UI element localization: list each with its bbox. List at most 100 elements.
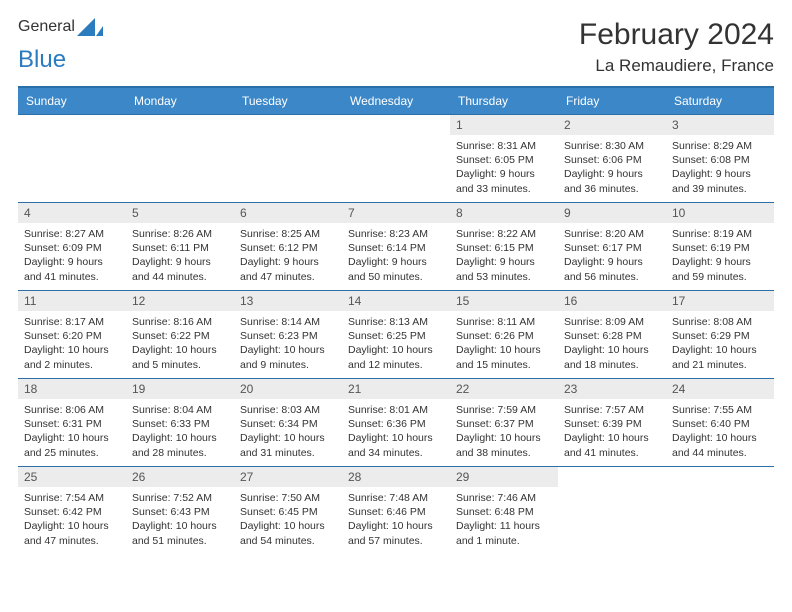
day-header: Monday — [126, 88, 234, 115]
day-details: Sunrise: 8:26 AMSunset: 6:11 PMDaylight:… — [126, 223, 234, 290]
calendar-day-cell: 17Sunrise: 8:08 AMSunset: 6:29 PMDayligh… — [666, 291, 774, 379]
day-details: Sunrise: 8:19 AMSunset: 6:19 PMDaylight:… — [666, 223, 774, 290]
calendar-day-cell: 29Sunrise: 7:46 AMSunset: 6:48 PMDayligh… — [450, 467, 558, 555]
calendar-day-cell: 13Sunrise: 8:14 AMSunset: 6:23 PMDayligh… — [234, 291, 342, 379]
day-number: 4 — [18, 203, 126, 223]
calendar-day-cell: 26Sunrise: 7:52 AMSunset: 6:43 PMDayligh… — [126, 467, 234, 555]
calendar-body: 1Sunrise: 8:31 AMSunset: 6:05 PMDaylight… — [18, 115, 774, 555]
day-number: 18 — [18, 379, 126, 399]
calendar-day-cell: 6Sunrise: 8:25 AMSunset: 6:12 PMDaylight… — [234, 203, 342, 291]
calendar-day-cell: 24Sunrise: 7:55 AMSunset: 6:40 PMDayligh… — [666, 379, 774, 467]
day-details: Sunrise: 8:16 AMSunset: 6:22 PMDaylight:… — [126, 311, 234, 378]
calendar-empty-cell — [342, 115, 450, 203]
day-details: Sunrise: 8:09 AMSunset: 6:28 PMDaylight:… — [558, 311, 666, 378]
day-details: Sunrise: 8:27 AMSunset: 6:09 PMDaylight:… — [18, 223, 126, 290]
day-header-row: SundayMondayTuesdayWednesdayThursdayFrid… — [18, 88, 774, 115]
day-number: 5 — [126, 203, 234, 223]
day-number: 8 — [450, 203, 558, 223]
day-details: Sunrise: 8:31 AMSunset: 6:05 PMDaylight:… — [450, 135, 558, 202]
calendar-table: SundayMondayTuesdayWednesdayThursdayFrid… — [18, 88, 774, 555]
day-header: Friday — [558, 88, 666, 115]
calendar-empty-cell — [234, 115, 342, 203]
calendar-day-cell: 16Sunrise: 8:09 AMSunset: 6:28 PMDayligh… — [558, 291, 666, 379]
calendar-day-cell: 9Sunrise: 8:20 AMSunset: 6:17 PMDaylight… — [558, 203, 666, 291]
logo: General — [18, 18, 105, 36]
day-number: 3 — [666, 115, 774, 135]
day-number: 23 — [558, 379, 666, 399]
calendar-day-cell: 11Sunrise: 8:17 AMSunset: 6:20 PMDayligh… — [18, 291, 126, 379]
location-subtitle: La Remaudiere, France — [579, 56, 774, 76]
day-number: 1 — [450, 115, 558, 135]
day-number: 15 — [450, 291, 558, 311]
day-details: Sunrise: 7:55 AMSunset: 6:40 PMDaylight:… — [666, 399, 774, 466]
day-number: 27 — [234, 467, 342, 487]
calendar-day-cell: 8Sunrise: 8:22 AMSunset: 6:15 PMDaylight… — [450, 203, 558, 291]
day-header: Sunday — [18, 88, 126, 115]
calendar-day-cell: 18Sunrise: 8:06 AMSunset: 6:31 PMDayligh… — [18, 379, 126, 467]
calendar-day-cell: 28Sunrise: 7:48 AMSunset: 6:46 PMDayligh… — [342, 467, 450, 555]
calendar-day-cell: 15Sunrise: 8:11 AMSunset: 6:26 PMDayligh… — [450, 291, 558, 379]
day-number: 29 — [450, 467, 558, 487]
logo-text-blue: Blue — [18, 46, 66, 73]
day-number: 28 — [342, 467, 450, 487]
day-details: Sunrise: 8:01 AMSunset: 6:36 PMDaylight:… — [342, 399, 450, 466]
calendar-day-cell: 2Sunrise: 8:30 AMSunset: 6:06 PMDaylight… — [558, 115, 666, 203]
day-number: 21 — [342, 379, 450, 399]
calendar-day-cell: 14Sunrise: 8:13 AMSunset: 6:25 PMDayligh… — [342, 291, 450, 379]
calendar-week-row: 11Sunrise: 8:17 AMSunset: 6:20 PMDayligh… — [18, 291, 774, 379]
calendar-day-cell: 7Sunrise: 8:23 AMSunset: 6:14 PMDaylight… — [342, 203, 450, 291]
day-number: 14 — [342, 291, 450, 311]
day-number: 12 — [126, 291, 234, 311]
calendar-week-row: 18Sunrise: 8:06 AMSunset: 6:31 PMDayligh… — [18, 379, 774, 467]
calendar-day-cell: 21Sunrise: 8:01 AMSunset: 6:36 PMDayligh… — [342, 379, 450, 467]
day-details: Sunrise: 7:52 AMSunset: 6:43 PMDaylight:… — [126, 487, 234, 554]
calendar-empty-cell — [18, 115, 126, 203]
page-header: General February 2024 La Remaudiere, Fra… — [18, 18, 774, 76]
calendar-day-cell: 27Sunrise: 7:50 AMSunset: 6:45 PMDayligh… — [234, 467, 342, 555]
calendar-day-cell: 23Sunrise: 7:57 AMSunset: 6:39 PMDayligh… — [558, 379, 666, 467]
calendar-day-cell: 4Sunrise: 8:27 AMSunset: 6:09 PMDaylight… — [18, 203, 126, 291]
day-details: Sunrise: 8:13 AMSunset: 6:25 PMDaylight:… — [342, 311, 450, 378]
calendar-empty-cell — [558, 467, 666, 555]
calendar-week-row: 4Sunrise: 8:27 AMSunset: 6:09 PMDaylight… — [18, 203, 774, 291]
day-number: 6 — [234, 203, 342, 223]
day-number: 17 — [666, 291, 774, 311]
day-header: Thursday — [450, 88, 558, 115]
logo-text-general: General — [18, 18, 75, 36]
day-number: 2 — [558, 115, 666, 135]
day-details: Sunrise: 8:25 AMSunset: 6:12 PMDaylight:… — [234, 223, 342, 290]
calendar-empty-cell — [666, 467, 774, 555]
calendar-day-cell: 20Sunrise: 8:03 AMSunset: 6:34 PMDayligh… — [234, 379, 342, 467]
day-details: Sunrise: 7:57 AMSunset: 6:39 PMDaylight:… — [558, 399, 666, 466]
day-details: Sunrise: 8:29 AMSunset: 6:08 PMDaylight:… — [666, 135, 774, 202]
day-details: Sunrise: 8:08 AMSunset: 6:29 PMDaylight:… — [666, 311, 774, 378]
day-number: 24 — [666, 379, 774, 399]
day-details: Sunrise: 8:22 AMSunset: 6:15 PMDaylight:… — [450, 223, 558, 290]
day-number: 16 — [558, 291, 666, 311]
day-number: 13 — [234, 291, 342, 311]
day-details: Sunrise: 7:54 AMSunset: 6:42 PMDaylight:… — [18, 487, 126, 554]
calendar-day-cell: 22Sunrise: 7:59 AMSunset: 6:37 PMDayligh… — [450, 379, 558, 467]
day-details: Sunrise: 7:48 AMSunset: 6:46 PMDaylight:… — [342, 487, 450, 554]
day-details: Sunrise: 8:06 AMSunset: 6:31 PMDaylight:… — [18, 399, 126, 466]
day-details: Sunrise: 8:20 AMSunset: 6:17 PMDaylight:… — [558, 223, 666, 290]
day-details: Sunrise: 8:03 AMSunset: 6:34 PMDaylight:… — [234, 399, 342, 466]
day-number: 25 — [18, 467, 126, 487]
day-number: 19 — [126, 379, 234, 399]
calendar-day-cell: 1Sunrise: 8:31 AMSunset: 6:05 PMDaylight… — [450, 115, 558, 203]
calendar-head: SundayMondayTuesdayWednesdayThursdayFrid… — [18, 88, 774, 115]
day-details: Sunrise: 7:46 AMSunset: 6:48 PMDaylight:… — [450, 487, 558, 554]
day-header: Wednesday — [342, 88, 450, 115]
day-details: Sunrise: 8:23 AMSunset: 6:14 PMDaylight:… — [342, 223, 450, 290]
day-header: Tuesday — [234, 88, 342, 115]
logo-triangle-icon — [77, 18, 103, 36]
calendar-day-cell: 25Sunrise: 7:54 AMSunset: 6:42 PMDayligh… — [18, 467, 126, 555]
day-number: 9 — [558, 203, 666, 223]
day-details: Sunrise: 8:30 AMSunset: 6:06 PMDaylight:… — [558, 135, 666, 202]
day-number: 11 — [18, 291, 126, 311]
day-number: 26 — [126, 467, 234, 487]
day-details: Sunrise: 8:04 AMSunset: 6:33 PMDaylight:… — [126, 399, 234, 466]
calendar-day-cell: 3Sunrise: 8:29 AMSunset: 6:08 PMDaylight… — [666, 115, 774, 203]
day-details: Sunrise: 8:14 AMSunset: 6:23 PMDaylight:… — [234, 311, 342, 378]
day-details: Sunrise: 7:59 AMSunset: 6:37 PMDaylight:… — [450, 399, 558, 466]
